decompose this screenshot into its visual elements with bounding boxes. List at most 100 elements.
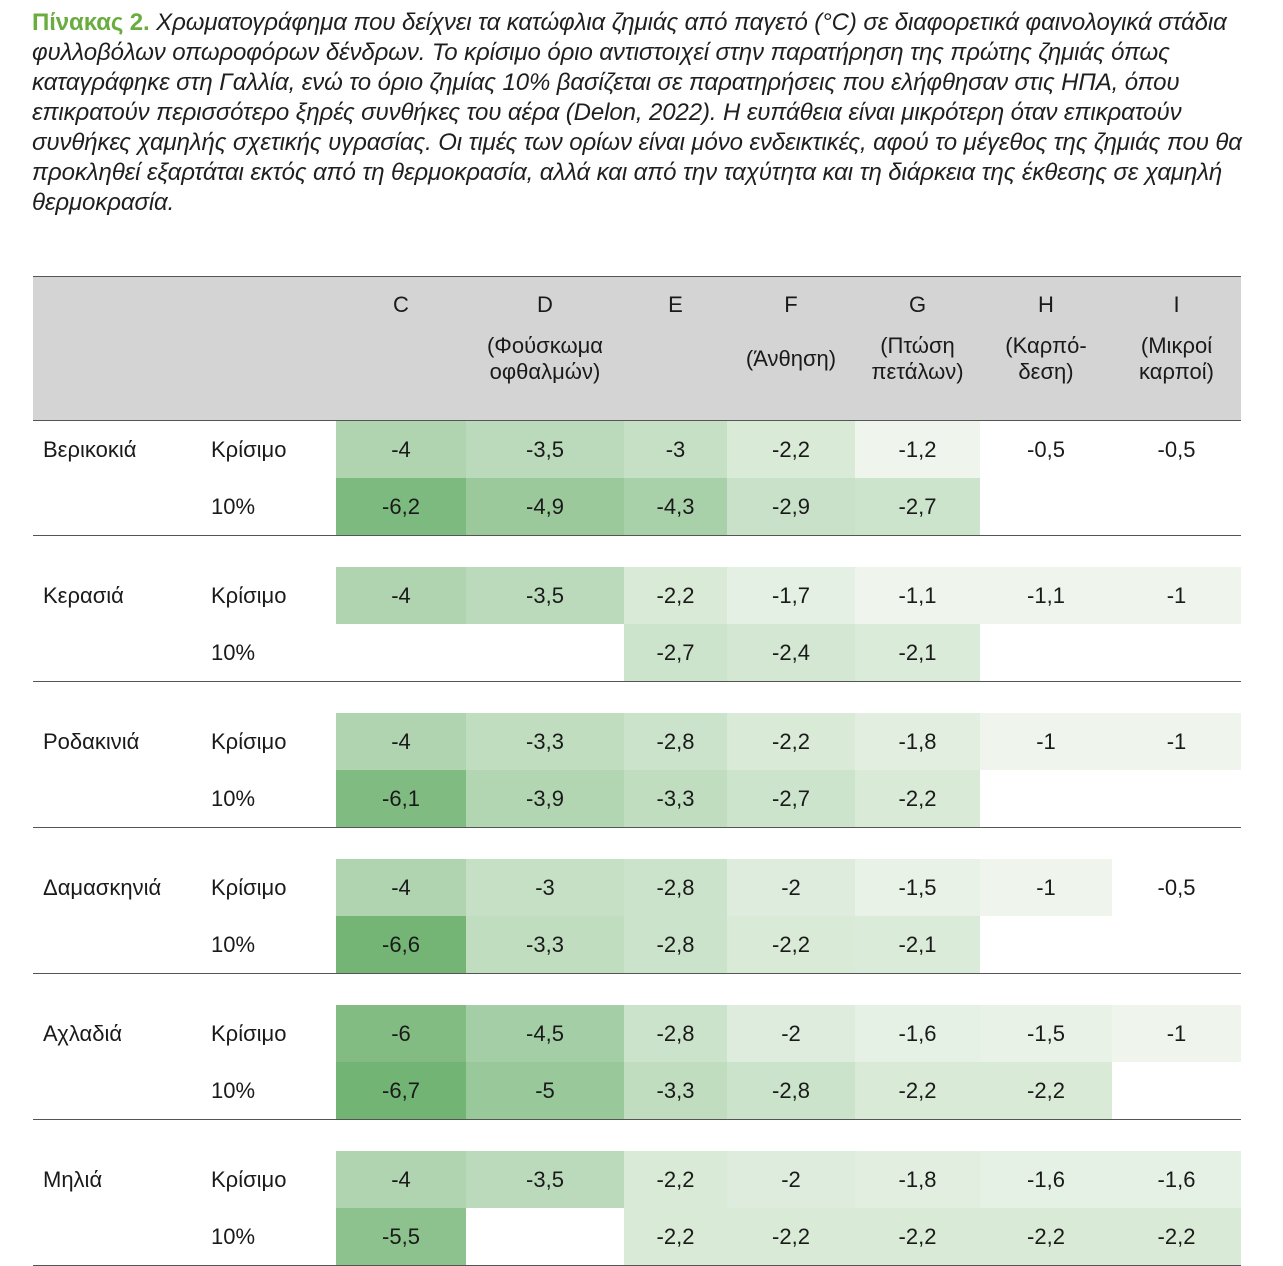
crop-name-blank (33, 1208, 203, 1266)
threshold-value-cell: -0,5 (1157, 436, 1196, 462)
threshold-value-cell: -1,6 (1112, 1151, 1241, 1208)
crop-name-blank (33, 770, 203, 828)
header-blank (203, 276, 336, 333)
threshold-value-cell: -2,2 (855, 770, 980, 828)
threshold-value-cell: -5 (466, 1062, 624, 1120)
stage-code: C (336, 276, 466, 333)
threshold-value-cell (980, 478, 1112, 536)
threshold-value-cell (980, 916, 1112, 974)
threshold-value-cell: -1,8 (855, 1151, 980, 1208)
crop-name-blank (33, 478, 203, 536)
threshold-value-cell: -1,2 (855, 420, 980, 478)
crop-name-blank (33, 916, 203, 974)
stage-code: D (466, 276, 624, 333)
threshold-value-cell: -2,1 (855, 624, 980, 682)
threshold-type: 10% (203, 624, 336, 682)
table-row: Αχλαδιά Κρίσιμο -6 -4,5 -2,8 -2 -1,6 -1,5 -1 (33, 1005, 1241, 1062)
threshold-value-cell: -2 (727, 1151, 855, 1208)
threshold-value-cell: -2,7 (727, 770, 855, 828)
stage-desc (336, 333, 466, 421)
crop-name: Κερασιά (43, 582, 124, 608)
stage-code: I (1112, 276, 1241, 333)
threshold-type: 10% (203, 916, 336, 974)
threshold-type: Κρίσιμο (211, 1020, 287, 1046)
table-row: 10% -2,7 -2,4 -2,1 (33, 624, 1241, 682)
threshold-value-cell: -2,9 (727, 478, 855, 536)
threshold-value-cell: -3,5 (466, 1151, 624, 1208)
header-blank (33, 333, 203, 421)
stage-code: E (624, 276, 727, 333)
crop-name: Ροδακινιά (43, 728, 140, 754)
threshold-value-cell: -1 (980, 859, 1112, 916)
threshold-value-cell: -1,8 (855, 713, 980, 770)
threshold-value-cell: -2,2 (727, 916, 855, 974)
threshold-value-cell (980, 770, 1112, 828)
threshold-value-cell: -5,5 (336, 1208, 466, 1266)
threshold-value-cell: -4 (336, 420, 466, 478)
stage-desc: (Άνθηση) (727, 333, 855, 421)
table-body: Βερικοκιά Κρίσιμο -4 -3,5 -3 -2,2 -1,2 -0,5 -0,5… (33, 420, 1241, 1266)
threshold-value-cell: -6,6 (336, 916, 466, 974)
threshold-value-cell: -2,2 (980, 1062, 1112, 1120)
threshold-value-cell (336, 624, 466, 682)
threshold-value-cell (1112, 478, 1241, 536)
threshold-value-cell: -2,8 (624, 859, 727, 916)
group-spacer (33, 536, 1241, 568)
threshold-value-cell: -6,1 (336, 770, 466, 828)
threshold-value-cell: -1 (1112, 567, 1241, 624)
threshold-value-cell: -2,4 (727, 624, 855, 682)
threshold-value-cell: -2,2 (727, 420, 855, 478)
stage-code: H (980, 276, 1112, 333)
threshold-value-cell (466, 624, 624, 682)
threshold-value-cell: -3,3 (624, 1062, 727, 1120)
threshold-value-cell: -1,5 (980, 1005, 1112, 1062)
group-spacer (33, 828, 1241, 860)
crop-name-blank (33, 624, 203, 682)
stage-desc (624, 333, 727, 421)
threshold-value-cell: -3,5 (466, 567, 624, 624)
group-spacer (33, 682, 1241, 714)
threshold-type: Κρίσιμο (211, 582, 287, 608)
threshold-value-cell: -1 (980, 713, 1112, 770)
threshold-value-cell: -1 (1112, 713, 1241, 770)
threshold-type: Κρίσιμο (211, 874, 287, 900)
threshold-type: 10% (203, 1062, 336, 1120)
threshold-type: Κρίσιμο (211, 436, 287, 462)
threshold-type: Κρίσιμο (211, 728, 287, 754)
group-spacer (33, 1120, 1241, 1152)
threshold-value-cell: -2,2 (1112, 1208, 1241, 1266)
threshold-value-cell: -4,5 (466, 1005, 624, 1062)
threshold-value-cell: -3,3 (624, 770, 727, 828)
threshold-value-cell: -4 (336, 567, 466, 624)
group-spacer (33, 974, 1241, 1006)
table-row: Δαμασκηνιά Κρίσιμο -4 -3 -2,8 -2 -1,5 -1 -0,5 (33, 859, 1241, 916)
threshold-value-cell: -2,2 (855, 1208, 980, 1266)
table-row: 10% -6,6 -3,3 -2,8 -2,2 -2,1 (33, 916, 1241, 974)
threshold-value-cell: -1,1 (980, 567, 1112, 624)
crop-name-blank (33, 1062, 203, 1120)
threshold-value-cell: -3,5 (466, 420, 624, 478)
table-row: 10% -5,5 -2,2 -2,2 -2,2 -2,2 -2,2 (33, 1208, 1241, 1266)
stage-code: G (855, 276, 980, 333)
threshold-value-cell: -3 (624, 420, 727, 478)
table-row: 10% -6,2 -4,9 -4,3 -2,9 -2,7 (33, 478, 1241, 536)
threshold-value-cell: -1,7 (727, 567, 855, 624)
stage-code-row: C D E F G H I (33, 276, 1241, 333)
threshold-value-cell: -1,6 (980, 1151, 1112, 1208)
threshold-value-cell: -1,5 (855, 859, 980, 916)
threshold-value-cell: -6 (336, 1005, 466, 1062)
threshold-value-cell: -0,5 (1027, 436, 1065, 462)
threshold-value-cell: -2,2 (624, 1151, 727, 1208)
stage-desc: (Πτώση πετάλων) (855, 333, 980, 421)
crop-name: Δαμασκηνιά (43, 874, 162, 900)
threshold-value-cell (980, 624, 1112, 682)
threshold-type: 10% (203, 478, 336, 536)
stage-desc-row: (Φούσκωμα οφθαλμών) (Άνθηση) (Πτώση πετά… (33, 333, 1241, 421)
frost-threshold-table: C D E F G H I (Φούσκωμα οφθαλμών) (Άνθησ… (33, 276, 1241, 1266)
header-blank (203, 333, 336, 421)
table-row: Μηλιά Κρίσιμο -4 -3,5 -2,2 -2 -1,8 -1,6 -1,6 (33, 1151, 1241, 1208)
threshold-value-cell: -2,2 (855, 1062, 980, 1120)
table-row: 10% -6,7 -5 -3,3 -2,8 -2,2 -2,2 (33, 1062, 1241, 1120)
threshold-value-cell: -2,8 (624, 713, 727, 770)
threshold-value-cell: -3,3 (466, 713, 624, 770)
